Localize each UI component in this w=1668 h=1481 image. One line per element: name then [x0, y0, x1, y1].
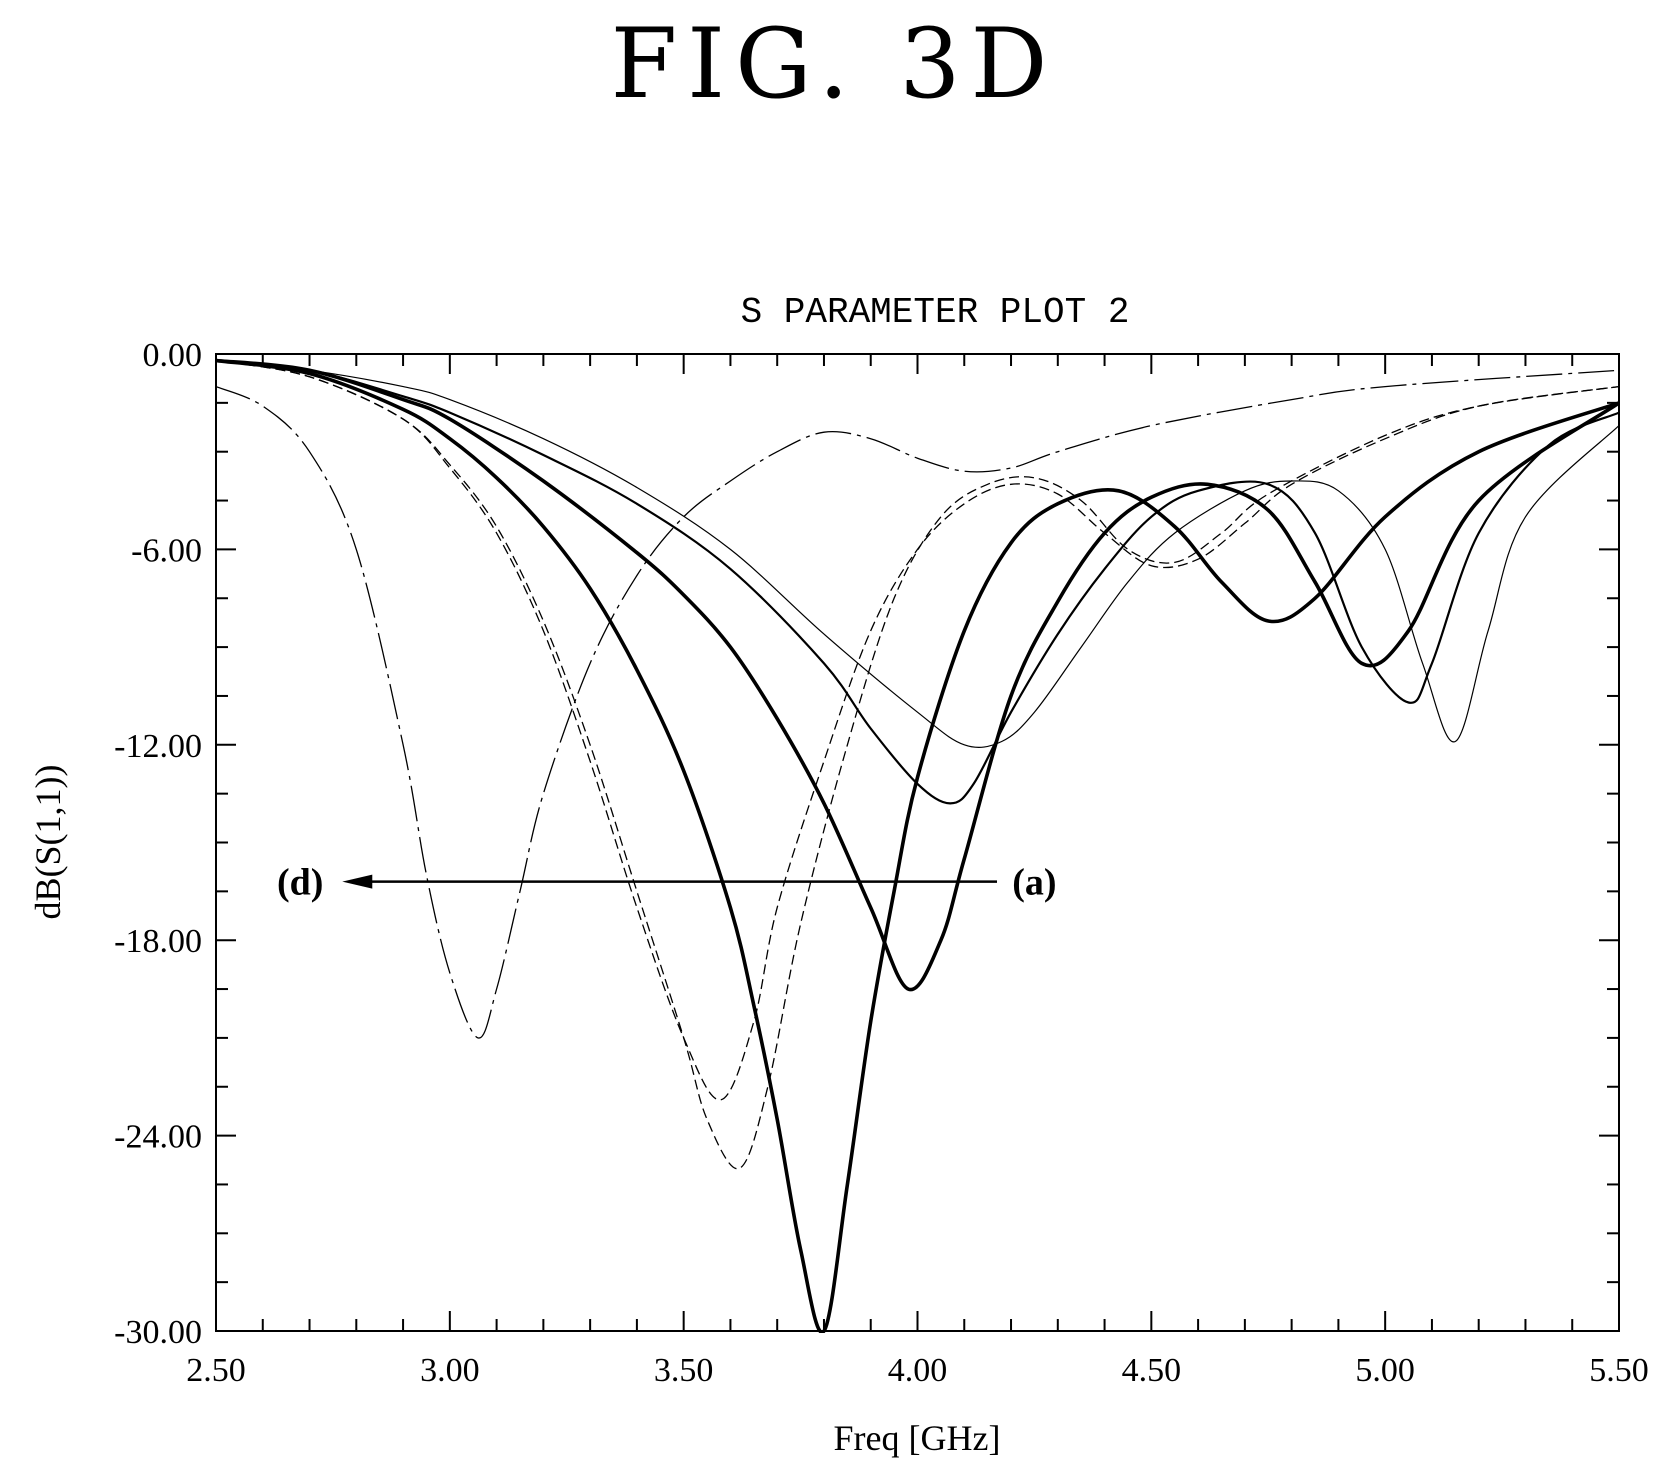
y-tick-label: -18.00 — [114, 923, 202, 960]
annotation-label: (d) — [277, 862, 323, 904]
x-tick-label: 4.00 — [888, 1352, 948, 1389]
series-line-7 — [216, 359, 1619, 748]
annotations: (a) (d) — [277, 862, 1057, 904]
series-line-2 — [216, 359, 1619, 1101]
y-axis-label: dB(S(1,1)) — [28, 765, 68, 920]
y-tick-label: -24.00 — [114, 1119, 202, 1156]
plot-area-frame — [215, 353, 1620, 1332]
x-axis-tick-labels: 2.50 3.00 3.50 4.00 4.50 5.00 5.50 — [186, 1352, 1649, 1389]
chart-title: S PARAMETER PLOT 2 — [741, 292, 1130, 333]
sweep-arrow-head — [342, 874, 373, 889]
series-line-3 — [216, 359, 1619, 1170]
series-line-1 — [216, 369, 1619, 1039]
y-tick-label: -12.00 — [114, 728, 202, 765]
x-tick-label: 3.50 — [654, 1352, 714, 1389]
series-line-6 — [216, 359, 1619, 805]
y-axis-tick-labels: 0.00 -6.00 -12.00 -18.00 -24.00 -30.00 — [114, 337, 202, 1351]
y-tick-label: -6.00 — [131, 532, 202, 569]
axis-ticks — [215, 353, 1620, 1332]
series-line-5 — [216, 358, 1619, 992]
y-tick-label: -30.00 — [114, 1314, 202, 1351]
x-tick-label: 5.50 — [1589, 1352, 1649, 1389]
x-tick-label: 3.00 — [420, 1352, 480, 1389]
figure-label: FIG. 3D — [610, 8, 1058, 120]
series-line-4 — [216, 358, 1619, 1333]
y-tick-label: 0.00 — [143, 337, 203, 374]
x-tick-label: 2.50 — [186, 1352, 246, 1389]
annotation-label: (a) — [1012, 862, 1056, 904]
x-tick-label: 5.00 — [1355, 1352, 1415, 1389]
series-lines — [216, 358, 1619, 1333]
x-tick-label: 4.50 — [1122, 1352, 1182, 1389]
x-axis-label: Freq [GHz] — [834, 1418, 1001, 1458]
